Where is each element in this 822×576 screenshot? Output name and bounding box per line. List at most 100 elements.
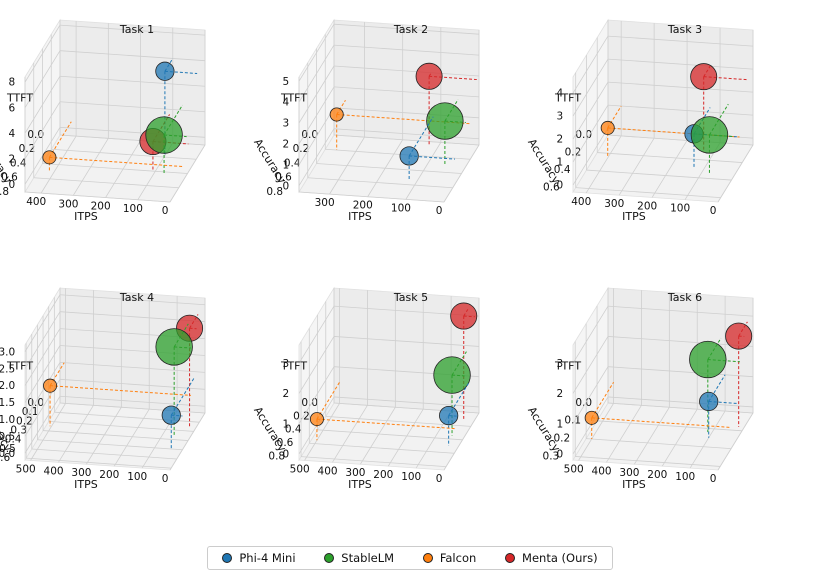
grid-line [59, 362, 206, 373]
grid-line [59, 50, 206, 62]
grid-line [607, 35, 754, 47]
ttft-tick-label: 1 [283, 418, 290, 430]
grid-line [24, 362, 61, 420]
grid-line [59, 378, 206, 390]
grid-line [298, 128, 335, 186]
drop-line-stablelm [451, 351, 467, 376]
grid-line [298, 191, 445, 203]
panel-title: Task 4 [119, 291, 154, 304]
ttft-tick-label: 2 [283, 139, 290, 151]
grid-line [572, 104, 609, 163]
panel-title: Task 3 [667, 23, 702, 36]
grid-line [24, 311, 61, 369]
itps-tick-label: 100 [401, 471, 421, 483]
grid-line [443, 412, 480, 471]
grid-line [572, 336, 609, 394]
ttft-tick-label: 0 [283, 180, 290, 192]
grid-line [24, 191, 171, 203]
point-falcon [600, 120, 615, 135]
itps-tick-label: 300 [619, 467, 639, 479]
itps-tick-label: 400 [318, 465, 338, 477]
grid-line [572, 305, 609, 364]
acc-tick-label: 0.2 [293, 410, 310, 422]
itps-tick-label: 0 [436, 473, 443, 485]
grid-line [572, 127, 609, 186]
drop-line-falcon [50, 385, 191, 396]
back-pane [607, 287, 754, 414]
ttft-tick-label: 6 [9, 102, 16, 114]
grid-line [59, 402, 206, 414]
grid-line [298, 23, 335, 82]
grid-line [717, 144, 754, 203]
itps-tick-label: 500 [564, 463, 584, 475]
acc-tick-label: 0.6 [275, 172, 292, 184]
drop-line-stablelm [173, 323, 189, 348]
itps-tick-label: 200 [353, 200, 373, 212]
ttft-tick-label: 3 [283, 118, 290, 130]
grid-line [298, 65, 335, 124]
grid-line [26, 457, 172, 469]
acc-tick-label: 0.8 [0, 186, 9, 198]
ttft-tick-label: 2 [557, 388, 564, 400]
grid-line [607, 104, 754, 116]
grid-line [24, 50, 61, 108]
grid-line [24, 294, 61, 352]
point-phi-4-mini [699, 391, 719, 412]
point-falcon [329, 107, 344, 122]
ttft-axis-label: TTFT [280, 92, 307, 105]
acc-tick-label: 0.4 [285, 424, 302, 436]
grid-line [37, 439, 183, 451]
grid-line [298, 107, 335, 166]
legend-label-phi4-mini: Phi-4 Mini [239, 551, 296, 565]
grid-line [586, 169, 732, 181]
itps-axis-label: ITPS [74, 478, 98, 491]
grid-line [301, 456, 447, 468]
itps-tick-label: 500 [16, 463, 36, 475]
back-pane [607, 19, 754, 146]
ttft-tick-label: 0 [557, 449, 564, 461]
itps-tick-label: 0 [710, 205, 717, 217]
grid-line [575, 456, 721, 467]
ttft-axis-label: TTFT [554, 92, 581, 105]
ttft-tick-label: 2 [557, 134, 564, 146]
ttft-tick-label: 2 [283, 388, 290, 400]
grid-line [572, 35, 609, 94]
point-menta-ours [690, 63, 718, 91]
ttft-tick-label: 0.5 [0, 431, 15, 443]
grid-line [24, 345, 61, 403]
grid-line [59, 75, 206, 87]
itps-tick-label: 200 [373, 469, 393, 481]
ttft-tick-label: 3 [557, 111, 564, 123]
grid-line [298, 305, 335, 364]
grid-line [572, 366, 609, 424]
acc-tick-label: 0.0 [27, 129, 44, 141]
itps-tick-label: 300 [71, 467, 91, 479]
grid-line [607, 81, 754, 93]
grid-line [607, 402, 754, 414]
legend-label-falcon: Falcon [439, 551, 477, 565]
drop-line-falcon [49, 156, 184, 168]
drop-line-falcon [607, 105, 622, 129]
legend: Phi-4 Mini StableLM Falcon Menta (Ours) [207, 546, 613, 570]
ttft-tick-label: 4 [557, 88, 564, 100]
grid-line [298, 336, 335, 394]
grid-line [24, 127, 61, 185]
grid-line [317, 429, 463, 441]
panel-title: Task 2 [393, 23, 428, 36]
grid-line [333, 86, 480, 98]
acc-tick-label: 0.3 [543, 450, 560, 462]
itps-axis-label: ITPS [74, 210, 98, 223]
point-phi-4-mini [399, 146, 419, 166]
acc-tick-label: 0.0 [575, 397, 592, 409]
grid-line [597, 420, 743, 432]
ttft-tick-label: 1 [557, 157, 564, 169]
grid-line [24, 101, 61, 159]
ttft-tick-label: 0 [283, 449, 290, 461]
grid-line [325, 148, 471, 160]
point-stablelm [145, 116, 183, 154]
point-falcon [42, 150, 57, 165]
grid-line [333, 128, 480, 140]
itps-tick-label: 0 [162, 205, 169, 217]
legend-marker-phi4-mini [222, 553, 233, 563]
grid-line [572, 396, 609, 455]
